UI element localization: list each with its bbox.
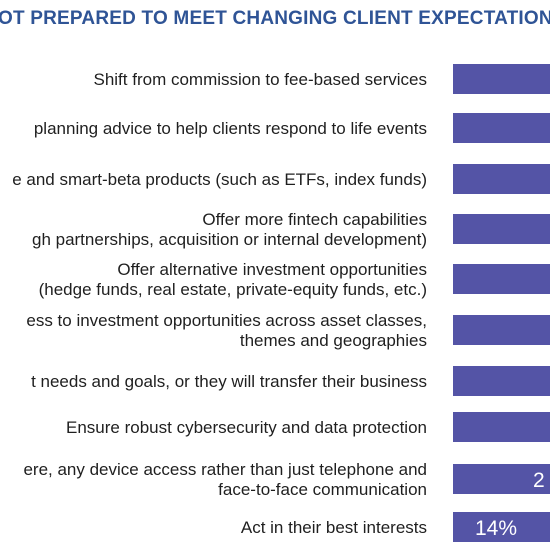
value-label: 2 [533,469,545,492]
category-label: t needs and goals, or they will transfer… [31,372,427,391]
bar [453,113,550,143]
bar [453,164,550,194]
category-label: face-to-face communication [218,480,427,499]
bar [453,64,550,94]
category-label: e and smart-beta products (such as ETFs,… [12,170,427,189]
category-label: (hedge funds, real estate, private-equit… [39,280,427,299]
value-label: 14% [475,517,517,540]
category-label: Offer more fintech capabilities [202,210,427,229]
category-label: Offer alternative investment opportuniti… [117,260,427,279]
category-label: Ensure robust cybersecurity and data pro… [66,418,427,437]
category-label: Shift from commission to fee-based servi… [93,70,427,89]
category-label: planning advice to help clients respond … [34,119,427,138]
bar [453,315,550,345]
bar [453,214,550,244]
bar [453,464,550,494]
category-label: ess to investment opportunities across a… [26,311,427,330]
bar [453,366,550,396]
category-label: gh partnerships, acquisition or internal… [32,230,427,249]
category-label: Act in their best interests [241,518,427,537]
chart-title: OT PREPARED TO MEET CHANGING CLIENT EXPE… [0,8,550,29]
bar [453,512,550,542]
bar [453,412,550,442]
category-label: ere, any device access rather than just … [23,460,427,479]
bar [453,264,550,294]
category-label: themes and geographies [240,331,427,350]
